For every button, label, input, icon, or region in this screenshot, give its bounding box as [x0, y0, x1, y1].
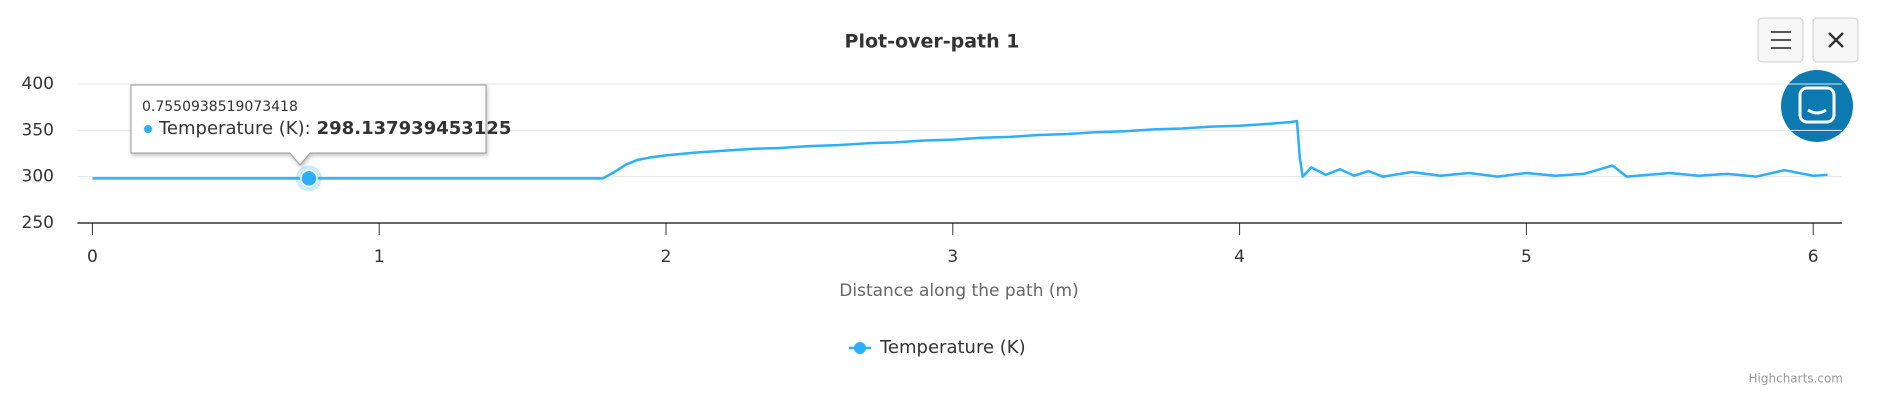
x-tick-label: 6	[1808, 247, 1819, 267]
x-tick-label: 0	[87, 247, 98, 267]
chat-button[interactable]	[1781, 70, 1853, 142]
x-tick-label: 3	[947, 247, 958, 267]
legend-label: Temperature (K)	[879, 337, 1026, 358]
menu-button[interactable]	[1757, 17, 1804, 63]
x-tick-label: 5	[1521, 247, 1532, 267]
tooltip-box	[130, 84, 487, 166]
tooltip-row: Temperature (K): 298.137939453125	[158, 118, 511, 139]
close-button[interactable]	[1812, 17, 1859, 63]
chat-icon	[1798, 86, 1836, 124]
x-tick-label: 1	[374, 247, 385, 267]
x-axis-title: Distance along the path (m)	[839, 281, 1078, 301]
legend-marker	[854, 342, 866, 354]
tooltip: 0.7550938519073418 Temperature (K): 298.13…	[130, 84, 511, 166]
tooltip-marker	[144, 125, 152, 133]
legend: Temperature (K)	[849, 337, 1026, 358]
chat-bubble[interactable]	[1781, 70, 1853, 142]
plot-area: 250 300 350 400 0 1 2 3 4 5 6	[22, 74, 1842, 267]
credits: Highcharts.com	[1749, 372, 1843, 386]
x-tick-label: 2	[661, 247, 672, 267]
y-tick-label: 300	[22, 167, 54, 187]
x-tick-label: 4	[1234, 247, 1245, 267]
y-tick-label: 400	[22, 74, 54, 94]
tooltip-header: 0.7550938519073418	[142, 99, 298, 115]
chart-title: Plot-over-path 1	[845, 31, 1020, 53]
y-tick-label: 250	[22, 213, 54, 233]
y-tick-label: 350	[22, 120, 54, 140]
chat-icon-smile	[1807, 108, 1827, 115]
menu-icon	[1771, 31, 1791, 49]
tooltip-label: Temperature (K):	[158, 118, 311, 139]
tooltip-value: 298.137939453125	[317, 118, 512, 139]
hover-point	[300, 169, 318, 188]
series-line	[92, 119, 1828, 180]
close-icon	[1828, 32, 1844, 48]
